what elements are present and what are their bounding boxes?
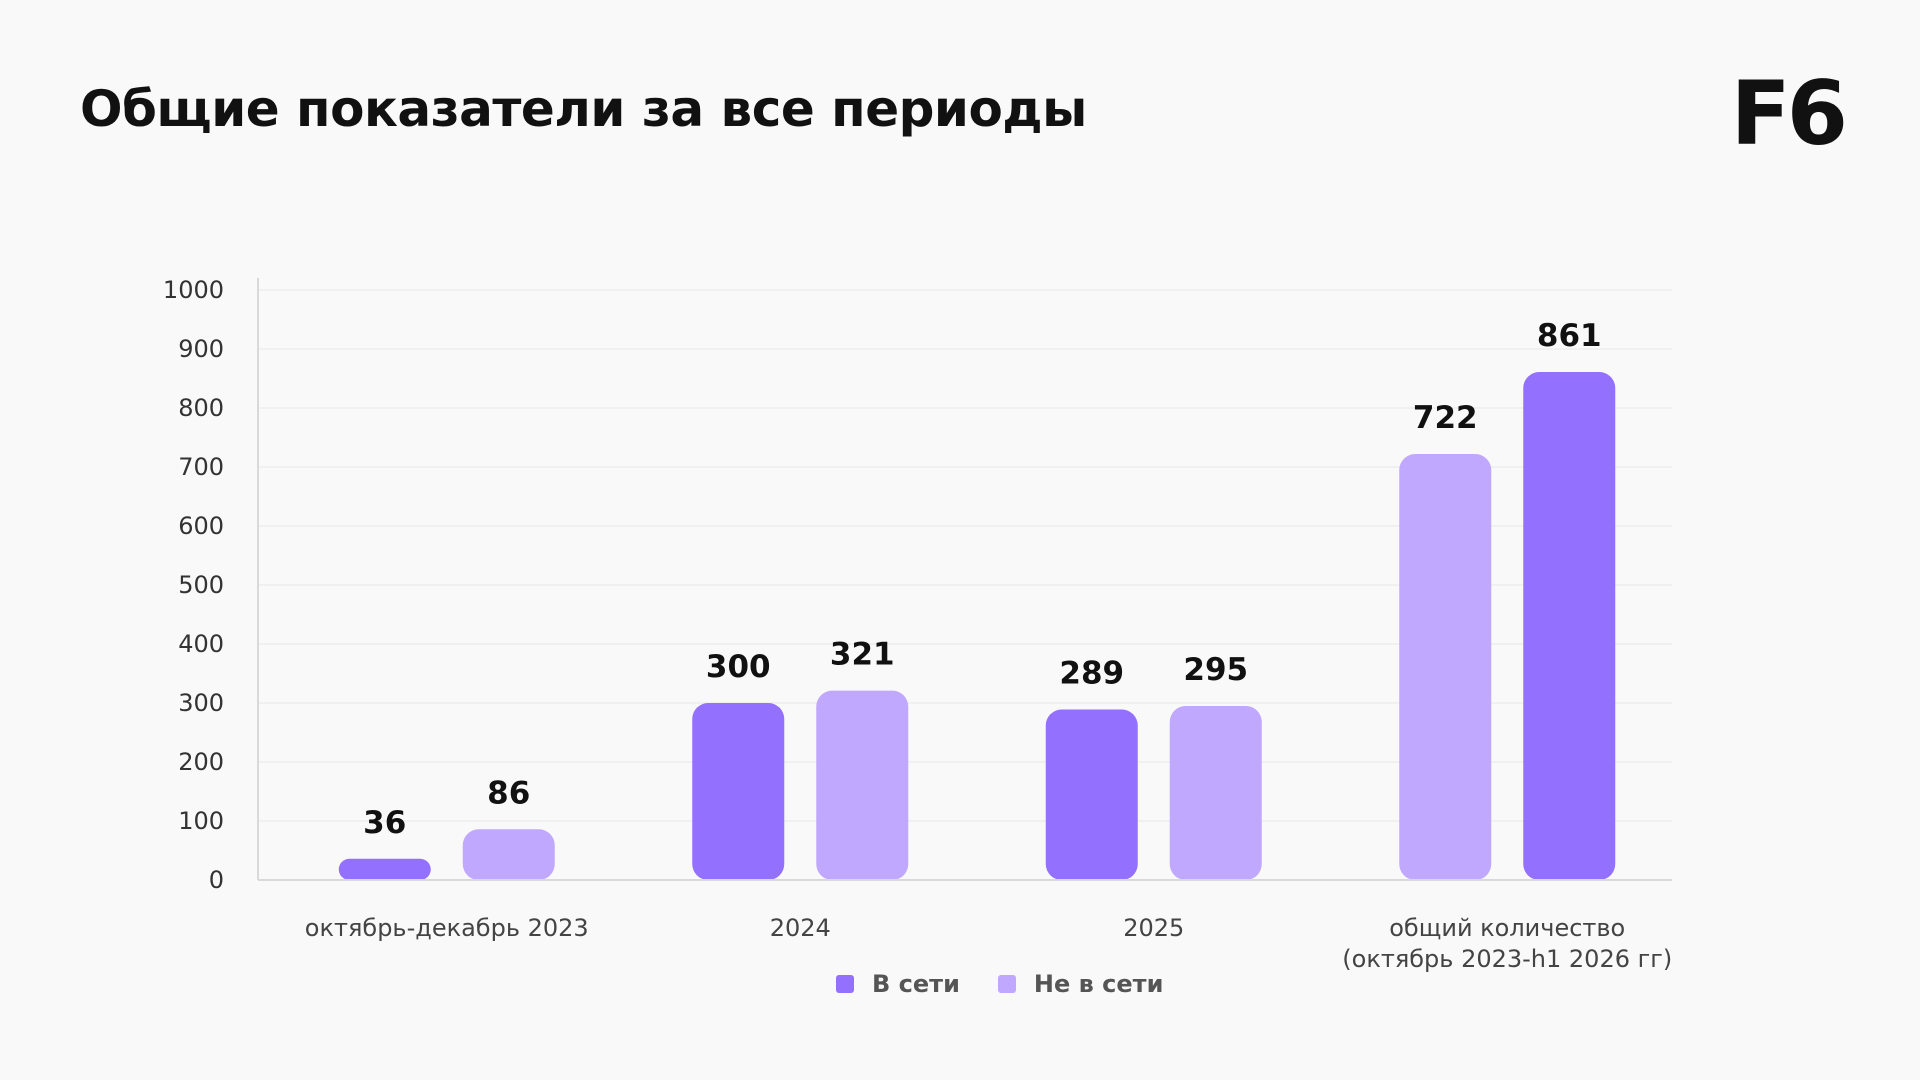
- bar: [1045, 709, 1138, 880]
- bar: [1399, 454, 1492, 880]
- bar-value-label: 722: [1413, 400, 1478, 436]
- bar-value-label: 300: [706, 649, 771, 685]
- x-category-label: (октябрь 2023-h1 2026 гг): [1342, 945, 1672, 973]
- bar-value-label: 289: [1059, 655, 1124, 691]
- bar-value-label: 321: [830, 637, 895, 673]
- y-axis: 0 100 200 300 400 500 600 700 800 900 1000: [163, 276, 259, 894]
- bar: [1523, 372, 1616, 880]
- x-category-label: общий количество: [1389, 914, 1625, 942]
- f6-logo: F6: [1730, 62, 1848, 165]
- legend-swatch-online: [836, 975, 854, 993]
- bar-value-label: 36: [363, 805, 406, 841]
- bar: [816, 690, 909, 880]
- chart-legend: В сети Не в сети: [836, 970, 1163, 998]
- chart-value-labels: 36 86 300 321 289 295 722 861: [363, 318, 1601, 841]
- x-category-label: 2024: [770, 914, 831, 942]
- page-title: Общие показатели за все периоды: [80, 80, 1087, 138]
- x-category-label: октябрь-декабрь 2023: [305, 914, 589, 942]
- y-tick-label: 700: [178, 453, 224, 481]
- bar: [462, 829, 555, 880]
- bar-value-label: 86: [487, 775, 530, 811]
- legend-item-online: В сети: [836, 970, 960, 998]
- legend-label-online: В сети: [872, 970, 960, 998]
- chart-bars: [338, 372, 1616, 880]
- y-tick-label: 300: [178, 689, 224, 717]
- bar-value-label: 295: [1183, 652, 1248, 688]
- bar: [692, 703, 785, 880]
- x-axis: октябрь-декабрь 2023 2024 2025 общий количе…: [258, 879, 1672, 973]
- y-tick-label: 800: [178, 394, 224, 422]
- y-tick-label: 200: [178, 748, 224, 776]
- legend-item-offline: Не в сети: [997, 970, 1164, 998]
- legend-swatch-offline: [997, 975, 1016, 993]
- y-tick-label: 400: [178, 630, 224, 658]
- y-tick-label: 600: [178, 512, 224, 540]
- legend-label-offline: Не в сети: [1033, 970, 1164, 998]
- bar-chart: 0 100 200 300 400 500 600 700 800 900 1000 36 86 300…: [163, 276, 1672, 973]
- y-tick-label: 900: [178, 335, 224, 363]
- y-tick-label: 1000: [163, 276, 224, 304]
- bar: [338, 858, 431, 880]
- bar-value-label: 861: [1537, 318, 1602, 354]
- y-tick-label: 500: [178, 571, 224, 599]
- bar: [1169, 705, 1262, 880]
- x-category-label: 2025: [1123, 914, 1184, 942]
- y-tick-label: 0: [209, 866, 224, 894]
- y-tick-label: 100: [178, 807, 224, 835]
